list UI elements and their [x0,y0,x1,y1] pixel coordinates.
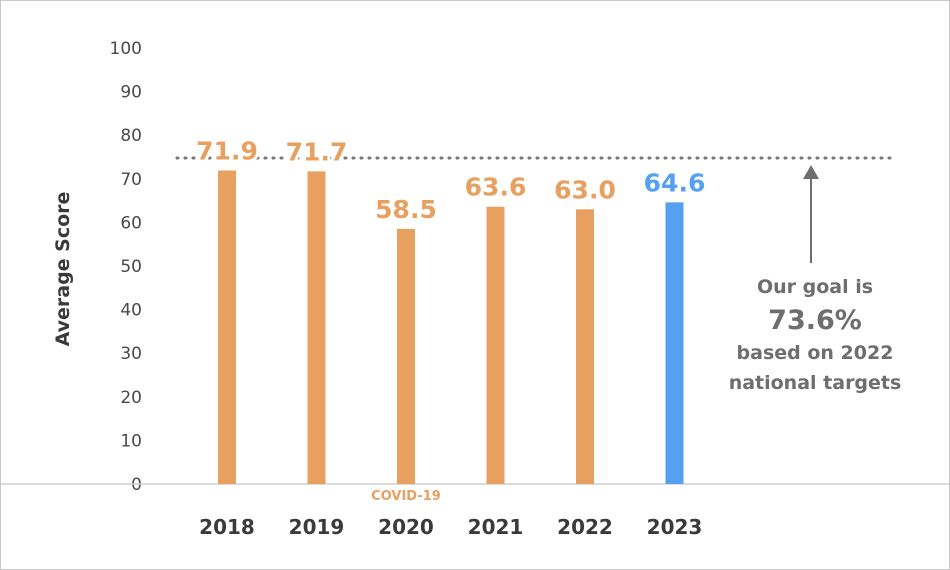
x-tick-label: 2018 [199,515,255,539]
y-tick-label: 50 [120,257,142,277]
bar-value-label: 64.6 [644,168,706,197]
bar [307,171,326,484]
y-tick-label: 80 [120,126,142,146]
x-tick-label: 2019 [289,515,345,539]
bar-value-label: 71.7 [286,137,348,166]
bar [397,228,415,484]
y-axis-ticks: 0 10 20 30 40 50 60 70 80 90 100 [110,39,142,495]
bar [218,170,236,485]
bar [486,206,505,485]
bar-value-label: 71.9 [196,137,258,166]
covid-annotation: COVID-19 [371,489,441,504]
bar [576,209,594,484]
y-tick-label: 40 [120,301,142,321]
goal-arrow [803,165,819,263]
y-tick-label: 90 [120,83,142,103]
bar-value-label: 63.0 [554,175,616,204]
x-tick-label: 2021 [468,515,524,539]
bars [218,170,684,485]
x-tick-label: 2023 [647,515,703,539]
goal-text-line1: Our goal is [757,276,873,298]
goal-text-line2: based on 2022 [737,342,894,364]
bar [665,202,684,484]
value-labels: 71.9 71.7 58.5 63.6 63.0 64.6 [193,134,708,227]
y-tick-label: 30 [120,344,142,364]
y-tick-label: 100 [110,39,142,59]
y-tick-label: 20 [120,388,142,408]
y-tick-label: 0 [131,475,142,495]
x-tick-label: 2020 [378,515,434,539]
bar-value-label: 58.5 [375,195,437,224]
y-tick-label: 10 [120,431,142,451]
x-tick-label: 2022 [557,515,613,539]
x-axis-tick-labels: 2018 2019 2020 2021 2022 2023 [199,515,702,539]
y-tick-label: 70 [120,170,142,190]
y-axis-label: Average Score [52,192,74,347]
goal-value: 73.6% [768,305,862,336]
bar-value-label: 63.6 [465,173,527,202]
goal-text-line3: national targets [729,372,902,394]
y-tick-label: 60 [120,213,142,233]
